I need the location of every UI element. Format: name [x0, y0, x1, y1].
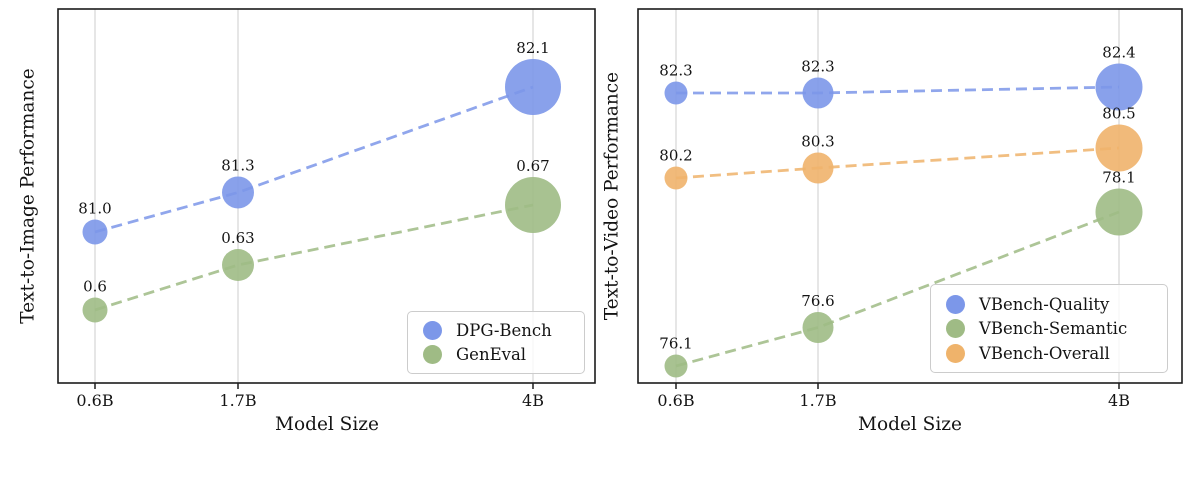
point-label: 80.3	[801, 133, 834, 151]
point-label: 82.3	[659, 62, 692, 80]
point-label: 81.3	[221, 156, 254, 174]
x-axis-label-right: Model Size	[858, 414, 962, 435]
legend-item-dpg-bench: DPG-Bench	[423, 321, 574, 340]
point-label: 82.1	[516, 39, 549, 57]
chart-1: 82.3 82.3 82.4 76.1 76.6 78.1 80.2 80.3 80.5	[637, 8, 1183, 389]
tick-label-left-1.7B: 1.7B	[219, 391, 257, 410]
point-label: 82.3	[801, 58, 834, 76]
point-label: 0.6	[83, 278, 107, 296]
legend-label-vbench-quality: VBench-Quality	[979, 294, 1110, 314]
point-label: 80.2	[659, 147, 692, 165]
point-label: 80.5	[1102, 105, 1135, 123]
point-label: 76.6	[801, 292, 834, 310]
legend-label-vbench-semantic: VBench-Semantic	[979, 319, 1128, 338]
tick-label-left-4B: 4B	[522, 391, 544, 410]
legend-left: DPG-Bench GenEval	[407, 311, 585, 374]
legend-swatch-vbench-quality-icon	[946, 294, 965, 314]
y-axis-label-text-to-video: Text-to-Video Performance	[601, 71, 623, 321]
legend-swatch-vbench-overall-icon	[946, 343, 965, 363]
point-label: 78.1	[1102, 169, 1135, 187]
legend-label-vbench-overall: VBench-Overall	[979, 343, 1110, 363]
point-label: 81.0	[78, 200, 111, 218]
legend-label-dpg-bench: DPG-Bench	[456, 321, 552, 340]
legend-item-geneval: GenEval	[423, 345, 574, 364]
y-axis-label-text-to-image: Text-to-Image Performance	[17, 68, 39, 324]
tick-label-right-4B: 4B	[1108, 391, 1130, 410]
chart-0: 81.0 81.3 82.1 0.6 0.63 0.67	[57, 8, 596, 389]
point-label: 82.4	[1102, 44, 1135, 62]
point-label: 76.1	[659, 335, 692, 353]
legend-item-vbench-semantic: VBench-Semantic	[946, 319, 1157, 338]
legend-label-geneval: GenEval	[456, 345, 527, 364]
legend-item-vbench-overall: VBench-Overall	[946, 343, 1157, 363]
legend-swatch-dpg-bench-icon	[423, 321, 442, 340]
tick-label-left-0.6B: 0.6B	[76, 391, 114, 410]
legend-swatch-vbench-semantic-icon	[946, 319, 965, 338]
legend-right: VBench-Quality VBench-Semantic VBench-Ov…	[930, 284, 1168, 373]
legend-item-vbench-quality: VBench-Quality	[946, 294, 1157, 314]
legend-swatch-geneval-icon	[423, 345, 442, 364]
point-label: 0.67	[516, 157, 549, 175]
tick-label-right-0.6B: 0.6B	[657, 391, 695, 410]
x-axis-label-left: Model Size	[275, 414, 379, 435]
tick-label-right-1.7B: 1.7B	[799, 391, 837, 410]
point-label: 0.63	[221, 229, 254, 247]
